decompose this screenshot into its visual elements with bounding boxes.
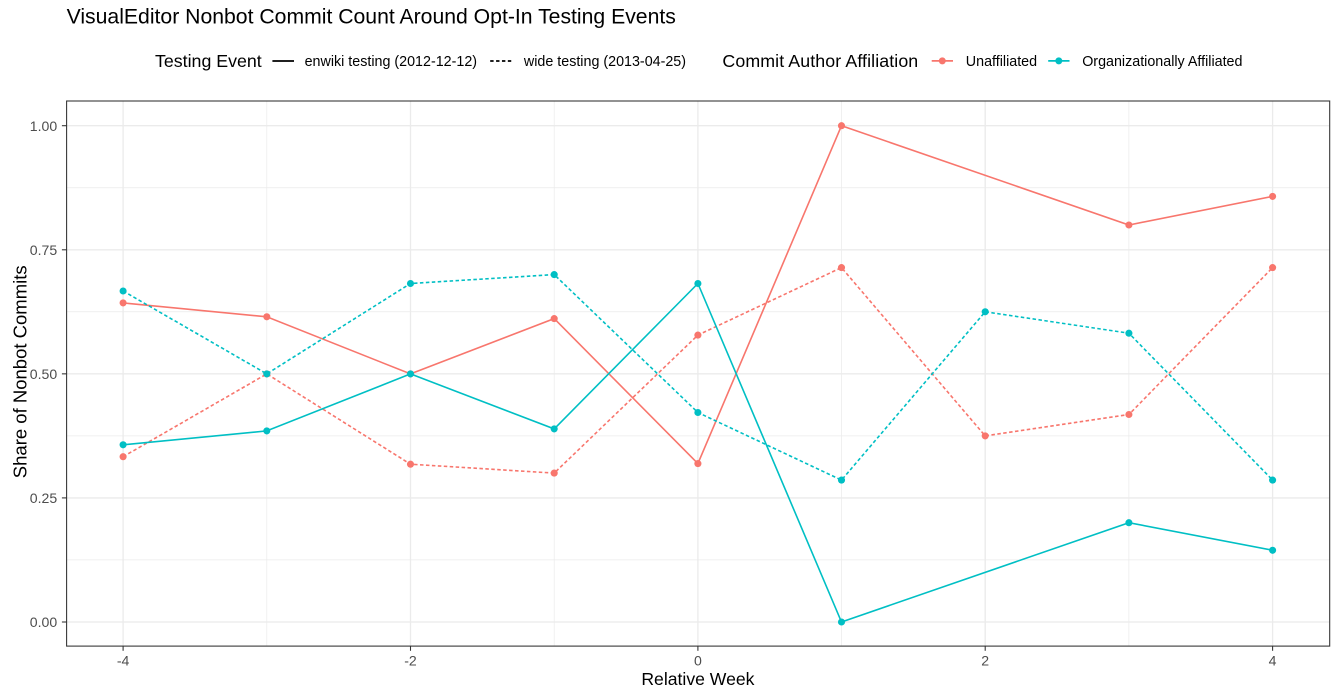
- svg-text:VisualEditor Nonbot Commit Cou: VisualEditor Nonbot Commit Count Around …: [67, 6, 676, 29]
- svg-text:Relative Week: Relative Week: [641, 669, 754, 689]
- svg-text:4: 4: [1269, 653, 1277, 669]
- svg-text:Share of Nonbot Commits: Share of Nonbot Commits: [10, 265, 31, 478]
- svg-text:-2: -2: [404, 653, 417, 669]
- svg-text:Commit Author Affiliation: Commit Author Affiliation: [722, 51, 918, 71]
- svg-text:2: 2: [981, 653, 989, 669]
- svg-text:0.50: 0.50: [30, 366, 58, 382]
- svg-text:-4: -4: [117, 653, 130, 669]
- svg-text:0.75: 0.75: [30, 242, 58, 258]
- svg-text:Organizationally Affiliated: Organizationally Affiliated: [1082, 54, 1242, 70]
- svg-text:0.00: 0.00: [30, 614, 58, 630]
- svg-text:1.00: 1.00: [30, 118, 58, 134]
- svg-text:Testing Event: Testing Event: [155, 51, 262, 71]
- svg-text:enwiki testing (2012-12-12): enwiki testing (2012-12-12): [305, 54, 477, 70]
- svg-text:wide testing (2013-04-25): wide testing (2013-04-25): [523, 54, 686, 70]
- svg-text:0.25: 0.25: [30, 490, 58, 506]
- svg-text:0: 0: [694, 653, 702, 669]
- svg-text:Unaffiliated: Unaffiliated: [966, 54, 1037, 70]
